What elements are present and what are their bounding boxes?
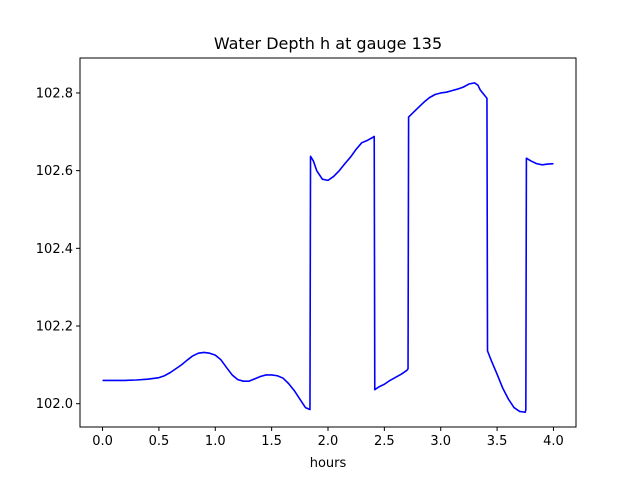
x-tick-label: 2.5 [374, 434, 395, 449]
x-tick-label: 1.0 [205, 434, 226, 449]
plot-area-background [80, 58, 576, 427]
y-tick-label: 102.2 [36, 320, 73, 335]
series-line-0 [102, 82, 554, 414]
x-tick-label: 2.0 [318, 434, 339, 449]
x-axis-label: hours [310, 456, 347, 471]
x-tick-label: 3.5 [487, 434, 508, 449]
y-tick-label: 102.0 [36, 397, 73, 412]
series-layer [102, 82, 554, 414]
x-tick-label: 3.0 [430, 434, 451, 449]
chart-title: Water Depth h at gauge 135 [214, 34, 442, 53]
y-tick-label: 102.4 [36, 242, 73, 257]
x-tick-label: 0.5 [149, 434, 170, 449]
y-tick-label: 102.8 [36, 86, 73, 101]
x-tick-label: 0.0 [92, 434, 113, 449]
x-tick-label: 1.5 [261, 434, 282, 449]
x-tick-label: 4.0 [543, 434, 564, 449]
y-axis: 102.0 102.2 102.4 102.6 102.8 [36, 86, 80, 412]
x-axis: 0.0 0.5 1.0 1.5 2.0 2.5 3.0 3.5 4.0 [92, 427, 564, 449]
y-tick-label: 102.6 [36, 164, 73, 179]
